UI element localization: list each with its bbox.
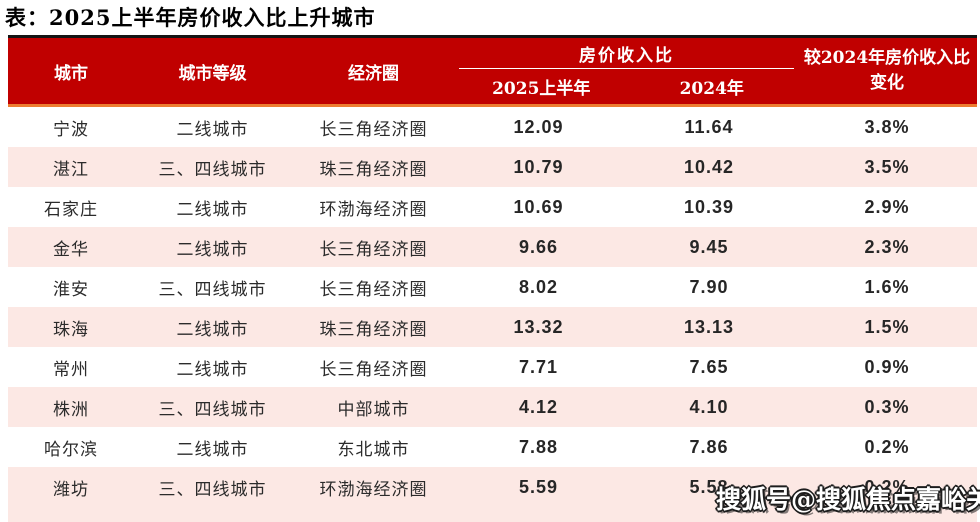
cell-ratio-2024: 10.42 (683, 156, 735, 177)
cell-ratio-2024: 4.10 (689, 396, 729, 417)
cell-tier: 二线城市 (176, 319, 249, 340)
cell-change: 0.2% (864, 476, 910, 497)
cell-ratio-2024: 7.86 (689, 436, 729, 457)
col-header-2025h1: 2025上半年 (492, 79, 591, 99)
cell-region: 长三角经济圈 (319, 239, 428, 260)
price-income-table: 城市 城市等级 经济圈 房价收入比 2025上半年 2024年 较2024年房价… (8, 35, 977, 522)
watermark-souhu: 搜狐号@搜狐焦点嘉峪关站 (716, 485, 980, 514)
cell-change: 2.9% (864, 196, 910, 217)
cell-ratio-2025h1: 5.59 (518, 476, 559, 497)
cell-city: 哈尔滨 (44, 439, 98, 460)
cell-region: 环渤海经济圈 (319, 199, 428, 220)
cell-region: 中部城市 (337, 399, 410, 420)
cell-tier: 二线城市 (176, 199, 249, 220)
table-row: 石家庄 二线城市 环渤海经济圈 10.69 10.39 2.9% (8, 187, 977, 227)
cell-region: 长三角经济圈 (319, 279, 428, 300)
table-row: 株洲 三、四线城市 中部城市 4.12 4.10 0.3% (8, 387, 977, 427)
cell-ratio-2025h1: 10.69 (513, 196, 564, 217)
cell-change: 0.9% (864, 356, 910, 377)
cell-change: 1.5% (864, 316, 910, 337)
cell-city: 石家庄 (44, 199, 98, 220)
cell-city: 金华 (53, 239, 89, 260)
table-header-row: 城市 城市等级 经济圈 房价收入比 2025上半年 2024年 较2024年房价… (8, 38, 977, 104)
cell-region: 东北城市 (337, 439, 410, 460)
cell-region: 珠三角经济圈 (319, 159, 428, 180)
table-bottom-fill (8, 507, 977, 522)
cell-city: 淮安 (53, 279, 89, 300)
cell-tier: 三、四线城市 (158, 399, 267, 420)
col-header-2024: 2024年 (679, 79, 744, 99)
cell-city: 株洲 (53, 399, 89, 420)
cell-region: 珠三角经济圈 (319, 319, 428, 340)
cell-change: 3.5% (864, 156, 910, 177)
cell-ratio-2025h1: 7.88 (518, 436, 559, 457)
col-header-city: 城市 (54, 63, 88, 84)
cell-region: 环渤海经济圈 (319, 479, 428, 500)
table-top-border (8, 35, 977, 38)
cell-ratio-2025h1: 4.12 (518, 396, 559, 417)
cell-change: 3.8% (864, 116, 910, 137)
cell-ratio-2024: 5.58 (689, 476, 729, 497)
cell-tier: 三、四线城市 (158, 479, 267, 500)
col-subheaders: 2025上半年 2024年 (456, 69, 797, 104)
table-row: 珠海 二线城市 珠三角经济圈 13.32 13.13 1.5% (8, 307, 977, 347)
cell-ratio-2025h1: 13.32 (513, 316, 564, 337)
table-row: 淮安 三、四线城市 长三角经济圈 8.02 7.90 1.6% (8, 267, 977, 307)
cell-change: 1.6% (864, 276, 910, 297)
cell-change: 0.2% (864, 436, 910, 457)
cell-ratio-2025h1: 8.02 (518, 276, 559, 297)
header-accent-line (8, 104, 977, 107)
cell-ratio-2024: 13.13 (683, 316, 735, 337)
cell-ratio-2024: 11.64 (684, 116, 734, 137)
cell-ratio-2024: 7.65 (689, 356, 729, 377)
cell-city: 常州 (53, 359, 89, 380)
table-row: 潍坊 三、四线城市 环渤海经济圈 5.59 5.58 0.2% (8, 467, 977, 507)
table-row: 湛江 三、四线城市 珠三角经济圈 10.79 10.42 3.5% (8, 147, 977, 187)
cell-ratio-2025h1: 9.66 (518, 236, 559, 257)
cell-city: 潍坊 (53, 479, 89, 500)
cell-ratio-2024: 7.90 (689, 276, 729, 297)
col-header-tier: 城市等级 (178, 63, 247, 84)
cell-tier: 三、四线城市 (158, 279, 267, 300)
cell-tier: 二线城市 (176, 239, 249, 260)
cell-region: 长三角经济圈 (319, 359, 428, 380)
cell-city: 宁波 (53, 119, 89, 140)
cell-ratio-2025h1: 7.71 (518, 356, 559, 377)
page-title: 表：2025上半年房价收入比上升城市 (5, 5, 376, 30)
col-header-change-vs-2024: 较2024年房价收入比变化 (803, 48, 971, 93)
col-group-price-income-ratio: 房价收入比 2025上半年 2024年 (456, 38, 797, 104)
cell-ratio-2025h1: 12.09 (513, 116, 564, 137)
cell-ratio-2025h1: 10.79 (513, 156, 564, 177)
cell-change: 0.3% (864, 396, 910, 417)
cell-city: 湛江 (53, 159, 89, 180)
cell-change: 2.3% (864, 236, 910, 257)
col-header-price-income-ratio: 房价收入比 (459, 38, 794, 69)
col-header-region: 经济圈 (348, 63, 399, 84)
cell-tier: 二线城市 (176, 359, 249, 380)
cell-tier: 二线城市 (176, 439, 249, 460)
table-row: 宁波 二线城市 长三角经济圈 12.09 11.64 3.8% (8, 107, 977, 147)
cell-city: 珠海 (53, 319, 89, 340)
cell-region: 长三角经济圈 (319, 119, 428, 140)
cell-ratio-2024: 10.39 (683, 196, 735, 217)
table-row: 哈尔滨 二线城市 东北城市 7.88 7.86 0.2% (8, 427, 977, 467)
table-row: 常州 二线城市 长三角经济圈 7.71 7.65 0.9% (8, 347, 977, 387)
table-row: 金华 二线城市 长三角经济圈 9.66 9.45 2.3% (8, 227, 977, 267)
cell-ratio-2024: 9.45 (689, 236, 729, 257)
cell-tier: 二线城市 (176, 119, 249, 140)
cell-tier: 三、四线城市 (158, 159, 267, 180)
table-body: 宁波 二线城市 长三角经济圈 12.09 11.64 3.8% 湛江 三、四线城… (8, 107, 977, 507)
